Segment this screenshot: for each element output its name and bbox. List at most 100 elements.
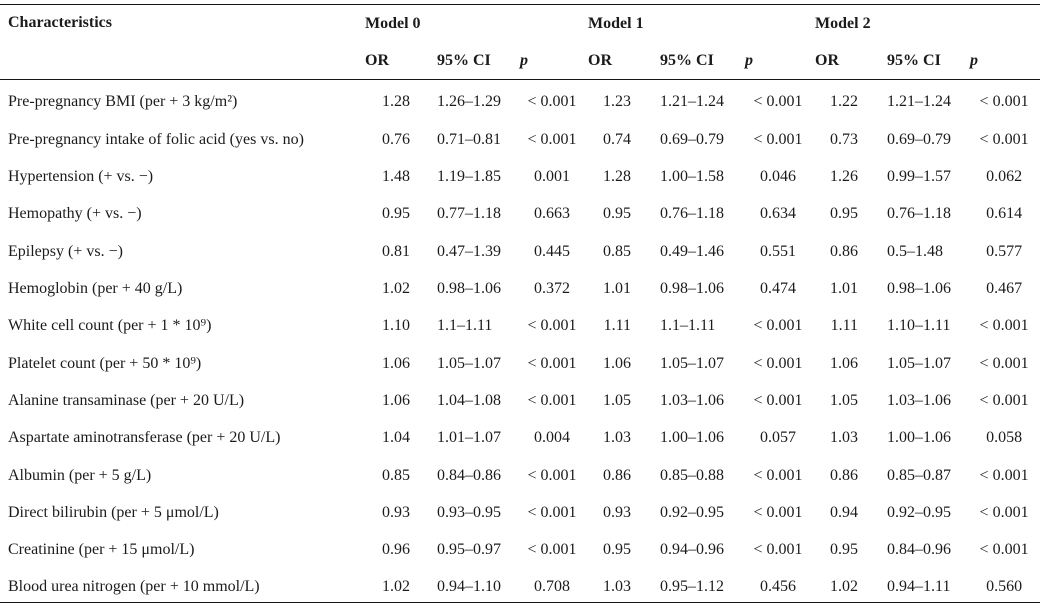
table-row: White cell count (per + 1 * 10⁹) 1.10 1.… (0, 304, 1040, 341)
m1-or-value: 1.01 (603, 279, 632, 297)
table-row: Pre-pregnancy BMI (per + 3 kg/m²) 1.28 1… (0, 80, 1040, 117)
m2-p-value: < 0.001 (979, 503, 1029, 521)
m1-or-value: 1.03 (603, 429, 632, 447)
m1-or-value: 1.11 (603, 317, 632, 335)
m0-p-value: < 0.001 (527, 354, 577, 372)
m2-ci-value: 1.05–1.07 (887, 354, 952, 372)
m0-p-value: < 0.001 (527, 466, 577, 484)
m2-ci-value: 0.84–0.96 (887, 541, 952, 559)
m2-ci-value: 1.03–1.06 (887, 391, 952, 409)
m2-or-value: 0.86 (830, 242, 859, 260)
m0-or-value: 1.48 (382, 167, 410, 185)
m2-or-value: 1.22 (830, 93, 859, 111)
m2-p-value: 0.577 (986, 242, 1023, 260)
m0-ci-value: 0.47–1.39 (437, 242, 501, 260)
m1-or-value: 1.28 (603, 167, 632, 185)
m0-ci-value: 1.05–1.07 (437, 354, 501, 372)
m2-p-value: < 0.001 (979, 466, 1029, 484)
m2-ci-value: 0.98–1.06 (887, 279, 952, 297)
m0-p-value: < 0.001 (527, 317, 577, 335)
m0-p-value: 0.372 (534, 279, 570, 297)
row-label: Epilepsy (+ vs. −) (8, 242, 123, 260)
m0-or-header: OR (355, 42, 412, 80)
m2-p-value: 0.560 (986, 578, 1023, 596)
m1-or-header: OR (586, 42, 634, 80)
m2-ci-value: 1.21–1.24 (887, 93, 952, 111)
m1-p-value: 0.474 (760, 279, 797, 297)
m0-or-value: 0.95 (382, 205, 410, 223)
m2-ci-value: 0.94–1.11 (887, 578, 951, 596)
m2-or-value: 1.01 (830, 279, 859, 297)
m0-p-header: p (518, 42, 587, 80)
regression-results-table: Characteristics Model 0 Model 1 Model 2 … (0, 4, 1040, 603)
m1-or-value: 0.86 (603, 466, 632, 484)
m2-or-value: 0.95 (830, 205, 859, 223)
m0-ci-value: 0.98–1.06 (437, 279, 501, 297)
table-row: Alanine transaminase (per + 20 U/L) 1.06… (0, 378, 1040, 415)
m2-ci-header: 95% CI (860, 42, 969, 80)
m2-or-value: 0.94 (830, 503, 859, 521)
m0-ci-header: 95% CI (412, 42, 518, 80)
m2-ci-value: 0.85–0.87 (887, 466, 952, 484)
m0-p-value: 0.708 (534, 578, 570, 596)
m1-p-value: 0.046 (760, 167, 797, 185)
table-row: Platelet count (per + 50 * 10⁹) 1.06 1.0… (0, 341, 1040, 378)
table-body: Pre-pregnancy BMI (per + 3 kg/m²) 1.28 1… (0, 80, 1040, 603)
m2-p-value: 0.058 (986, 429, 1023, 447)
m1-or-value: 1.05 (603, 391, 632, 409)
m2-p-value: < 0.001 (979, 354, 1029, 372)
table-row: Direct bilirubin (per + 5 μmol/L) 0.93 0… (0, 490, 1040, 527)
m1-p-value: < 0.001 (753, 391, 803, 409)
m1-ci-value: 0.92–0.95 (660, 503, 725, 521)
m1-or-value: 1.03 (603, 578, 632, 596)
m2-p-value: < 0.001 (979, 130, 1029, 148)
m0-p-value: < 0.001 (527, 541, 577, 559)
m0-or-value: 1.06 (382, 354, 410, 372)
m1-ci-value: 0.98–1.06 (660, 279, 725, 297)
m2-or-value: 1.11 (830, 317, 859, 335)
m1-or-value: 0.74 (603, 130, 632, 148)
m1-ci-value: 0.85–0.88 (660, 466, 725, 484)
m0-or-value: 1.10 (382, 317, 410, 335)
row-label: Albumin (per + 5 g/L) (8, 466, 152, 484)
m2-ci-value: 0.69–0.79 (887, 130, 952, 148)
row-label: Pre-pregnancy intake of folic acid (yes … (8, 130, 304, 148)
m2-or-value: 1.05 (830, 391, 859, 409)
m2-or-value: 0.73 (830, 130, 859, 148)
m1-ci-value: 1.00–1.58 (660, 167, 725, 185)
row-label: Pre-pregnancy BMI (per + 3 kg/m²) (8, 93, 238, 111)
m2-or-value: 0.95 (830, 541, 859, 559)
m0-p-value: < 0.001 (527, 503, 577, 521)
m0-ci-value: 1.01–1.07 (437, 429, 501, 447)
m1-p-value: < 0.001 (753, 130, 803, 148)
m1-ci-value: 0.76–1.18 (660, 205, 725, 223)
m1-ci-value: 1.21–1.24 (660, 93, 725, 111)
m0-p-value: 0.001 (534, 167, 570, 185)
m0-ci-value: 1.26–1.29 (437, 93, 501, 111)
m1-p-value: < 0.001 (753, 317, 803, 335)
model-2-header: Model 2 (815, 14, 871, 32)
m0-or-value: 1.02 (382, 279, 410, 297)
m1-ci-value: 1.1–1.11 (660, 317, 716, 335)
row-label: Hemopathy (+ vs. −) (8, 205, 142, 223)
m0-or-value: 0.96 (382, 541, 410, 559)
m1-or-value: 0.85 (603, 242, 632, 260)
table-header: Characteristics Model 0 Model 1 Model 2 … (0, 4, 1040, 80)
table-row: Aspartate aminotransferase (per + 20 U/L… (0, 416, 1040, 453)
table-row: Epilepsy (+ vs. −) 0.81 0.47–1.39 0.445 … (0, 229, 1040, 266)
m0-or-value: 1.02 (382, 578, 410, 596)
m1-ci-value: 1.03–1.06 (660, 391, 725, 409)
m1-p-value: < 0.001 (753, 466, 803, 484)
m0-ci-value: 0.77–1.18 (437, 205, 501, 223)
m2-ci-value: 0.92–0.95 (887, 503, 952, 521)
m2-ci-value: 0.76–1.18 (887, 205, 952, 223)
m2-or-value: 1.03 (830, 429, 859, 447)
m1-p-value: 0.057 (760, 429, 797, 447)
m0-ci-value: 1.1–1.11 (437, 317, 493, 335)
m0-or-value: 1.28 (382, 93, 410, 111)
m2-p-value: < 0.001 (979, 317, 1029, 335)
m0-ci-value: 0.93–0.95 (437, 503, 501, 521)
m0-ci-value: 1.04–1.08 (437, 391, 501, 409)
m1-or-value: 0.95 (603, 541, 632, 559)
